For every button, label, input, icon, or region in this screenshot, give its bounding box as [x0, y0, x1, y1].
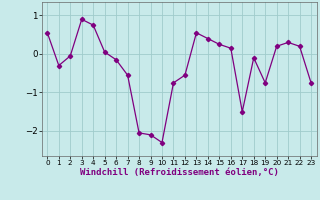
X-axis label: Windchill (Refroidissement éolien,°C): Windchill (Refroidissement éolien,°C)	[80, 168, 279, 177]
